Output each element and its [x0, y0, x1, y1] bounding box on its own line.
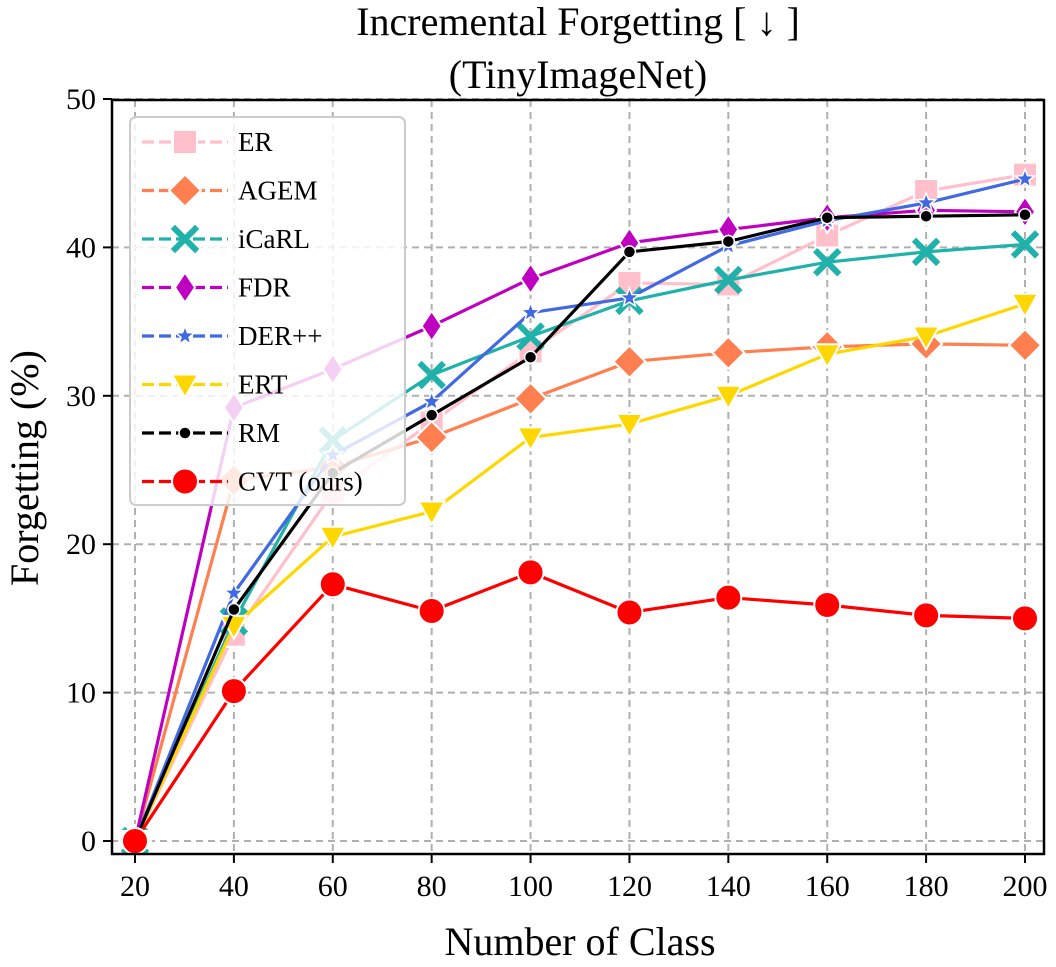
legend-box	[129, 116, 406, 506]
y-tick-label: 10	[66, 677, 96, 710]
legend-entry: DER++	[142, 321, 322, 351]
x-tick-label: 40	[219, 870, 249, 903]
chart-subtitle: (TinyImageNet)	[449, 52, 707, 97]
data-point	[318, 570, 347, 599]
data-point	[121, 827, 149, 855]
data-point	[721, 234, 736, 249]
legend-entry: ER	[142, 127, 273, 157]
data-point	[1011, 604, 1039, 633]
legend-marker	[167, 173, 203, 208]
data-point	[615, 598, 644, 627]
data-point	[513, 381, 548, 417]
data-point	[420, 309, 443, 343]
x-tick-label: 140	[706, 870, 751, 903]
y-tick-label: 20	[66, 528, 96, 561]
data-point	[820, 210, 834, 225]
axis-ticks: 20 40 60 80 100 120 140 160 180 200 0 10 20 30 40 50	[66, 83, 1048, 903]
series-line	[133, 242, 1026, 842]
chart-title: Incremental Forgetting [ ↓ ]	[356, 0, 800, 44]
data-point	[612, 344, 647, 380]
data-point	[1010, 230, 1040, 259]
y-tick-label: 0	[81, 825, 96, 858]
x-tick-label: 60	[318, 870, 348, 903]
x-tick-label: 100	[508, 870, 553, 903]
data-point	[516, 322, 545, 351]
data-point	[420, 389, 444, 412]
legend-label: RM	[238, 418, 280, 448]
legend-marker	[171, 467, 199, 496]
data-point	[812, 343, 842, 370]
x-tick-label: 120	[607, 870, 652, 903]
x-axis-label: Number of Class	[444, 919, 715, 964]
data-point	[713, 384, 744, 411]
legend-marker	[173, 270, 197, 305]
data-point	[414, 419, 450, 455]
legend: ER AGEM iCaRL FDR DER++ ERT RM CVT (ours)	[129, 116, 406, 506]
legend-marker	[170, 224, 200, 254]
legend-entry: FDR	[142, 270, 291, 305]
legend-entry: CVT (ours)	[142, 467, 363, 497]
legend-label: CVT (ours)	[238, 467, 363, 497]
data-point	[714, 583, 743, 612]
legend-entry: AGEM	[142, 173, 318, 208]
x-tick-label: 180	[904, 870, 949, 903]
legend-marker	[170, 373, 200, 400]
data-point	[614, 412, 645, 440]
legend-label: iCaRL	[238, 224, 310, 254]
series-cvt-ours	[121, 558, 1039, 855]
x-tick-label: 160	[805, 870, 850, 903]
legend-label: DER++	[238, 321, 322, 351]
legend-entry: RM	[142, 418, 280, 448]
series-line	[133, 302, 1026, 842]
legend-entry: iCaRL	[142, 224, 310, 254]
y-axis-label: Forgetting (%)	[2, 350, 47, 586]
data-point	[516, 558, 545, 587]
data-point	[617, 285, 642, 308]
legend-label: ERT	[238, 370, 288, 400]
data-point	[912, 601, 941, 630]
data-point	[1007, 327, 1043, 363]
data-point	[812, 247, 842, 277]
y-tick-label: 50	[66, 83, 96, 116]
series-line	[133, 570, 1026, 842]
data-point	[911, 237, 941, 267]
series-line	[133, 213, 1026, 842]
data-point	[911, 325, 941, 352]
data-point	[519, 261, 542, 296]
x-tick-label: 80	[417, 870, 447, 903]
y-tick-label: 30	[66, 380, 96, 413]
legend-entry: ERT	[142, 370, 288, 400]
data-point	[515, 426, 546, 453]
data-point	[222, 581, 246, 604]
legend-marker	[172, 129, 198, 155]
data-point	[710, 335, 746, 371]
legend-label: FDR	[238, 273, 291, 303]
data-point	[813, 591, 842, 620]
legend-label: ER	[238, 127, 273, 157]
data-point	[416, 500, 447, 527]
data-point	[622, 245, 637, 259]
data-point	[714, 265, 743, 295]
y-tick-label: 40	[66, 231, 96, 264]
plot-frame	[110, 98, 1046, 856]
legend-label: AGEM	[238, 176, 318, 206]
data-point	[219, 677, 248, 706]
legend-marker	[178, 426, 192, 440]
data-point	[919, 209, 933, 223]
data-point	[518, 300, 543, 323]
data-point	[417, 360, 446, 390]
data-point	[1013, 166, 1037, 189]
data-point	[424, 408, 439, 422]
x-tick-label: 200	[1003, 870, 1048, 903]
data-point	[1010, 292, 1040, 319]
data-point	[318, 525, 348, 552]
data-point	[523, 350, 538, 364]
data-point	[227, 602, 241, 617]
legend-marker	[173, 323, 197, 346]
data-point	[417, 596, 446, 625]
data-point	[914, 190, 938, 213]
data-point	[1018, 208, 1032, 222]
x-tick-label: 20	[120, 870, 150, 903]
